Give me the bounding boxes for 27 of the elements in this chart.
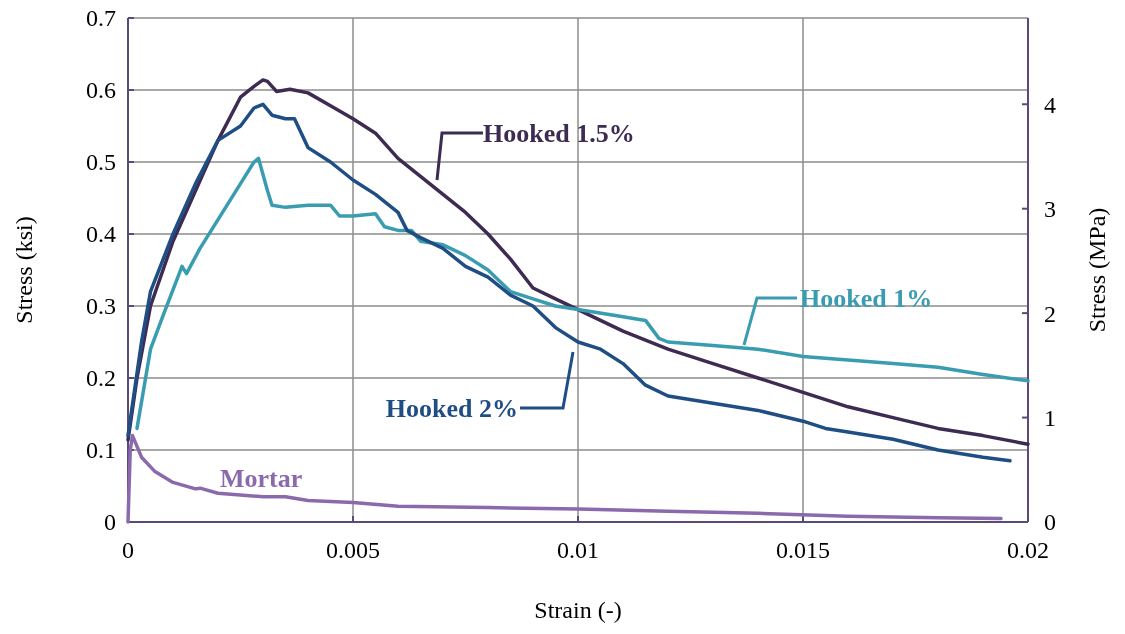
- x-tick-label: 0: [122, 537, 134, 563]
- x-tick-label: 0.015: [776, 537, 830, 563]
- y2-axis-title: Stress (MPa): [1084, 207, 1110, 333]
- series-label: Mortar: [220, 464, 303, 493]
- y-tick-label: 0: [104, 509, 116, 536]
- y-tick-label: 0.2: [86, 365, 116, 392]
- text: Hooked 1.5%: [483, 119, 635, 148]
- line-series: [126, 433, 1003, 524]
- y-tick-label: 0.5: [86, 149, 116, 176]
- x-tick-label: 0.005: [326, 537, 380, 563]
- line-series: [135, 156, 1030, 431]
- x-tick-label: 0.01: [557, 537, 599, 563]
- y2-tick-label: 1: [1044, 404, 1056, 431]
- text: Hooked 2%: [385, 394, 518, 423]
- y2-tick-label: 2: [1044, 300, 1056, 327]
- x-tick-label: 0.02: [1007, 537, 1049, 563]
- y-tick-label: 0.6: [86, 77, 116, 104]
- y-tick-label: 0.4: [86, 221, 116, 248]
- x-axis-title: Strain (-): [534, 597, 622, 623]
- y-tick-label: 0.1: [86, 437, 116, 464]
- y-tick-label: 0.7: [86, 5, 116, 32]
- y2-tick-label: 0: [1044, 509, 1056, 536]
- y-tick-label: 0.3: [86, 293, 116, 320]
- y2-tick-label: 3: [1044, 196, 1056, 223]
- series-label: Hooked 1%: [800, 284, 933, 313]
- y2-tick-label: 4: [1044, 91, 1056, 118]
- y-axis-title: Stress (ksi): [11, 216, 37, 324]
